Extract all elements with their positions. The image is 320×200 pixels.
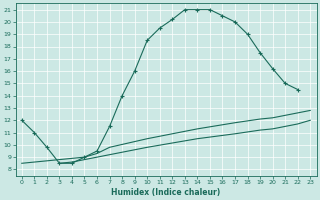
X-axis label: Humidex (Indice chaleur): Humidex (Indice chaleur) <box>111 188 221 197</box>
